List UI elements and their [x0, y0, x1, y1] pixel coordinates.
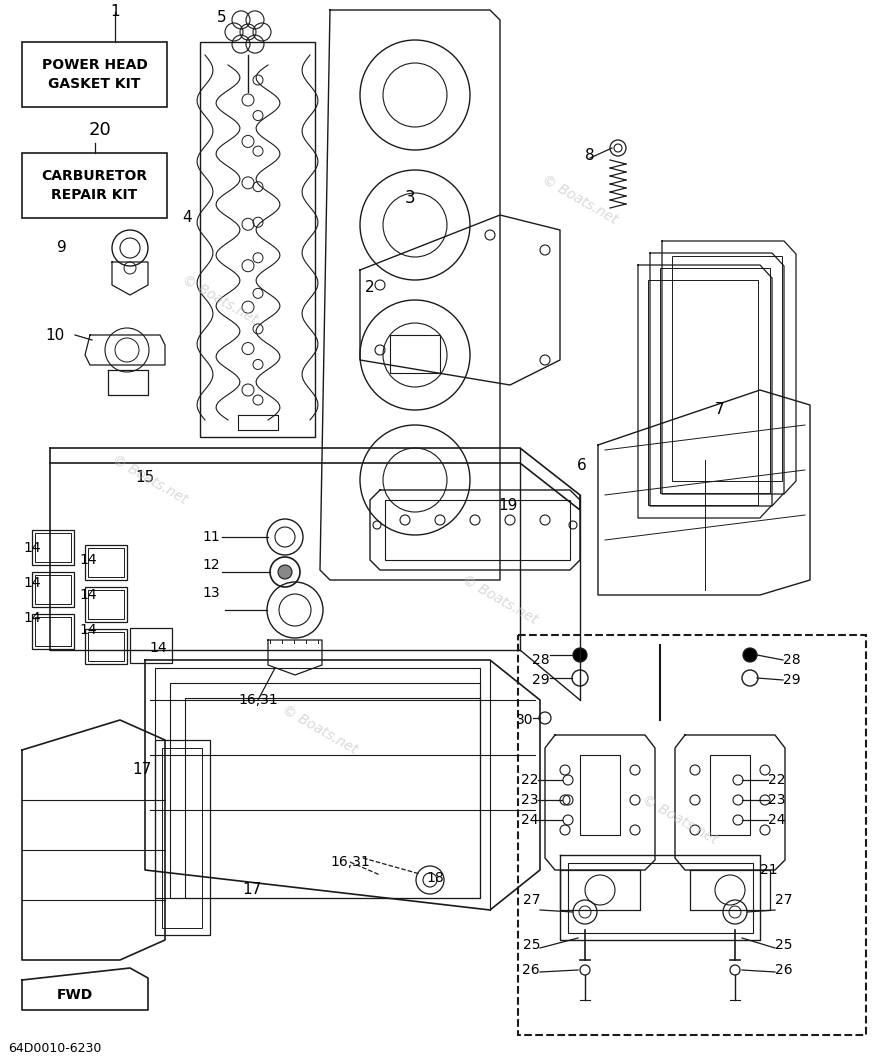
Text: 14: 14 — [79, 623, 97, 637]
Bar — [22, 153, 167, 218]
Bar — [390, 335, 440, 373]
Text: 22: 22 — [768, 773, 786, 787]
Text: 29: 29 — [533, 673, 550, 687]
Bar — [85, 629, 127, 664]
Text: 2: 2 — [365, 280, 375, 295]
Bar — [162, 748, 202, 928]
Text: 10: 10 — [45, 327, 65, 343]
Text: © Boats.net: © Boats.net — [540, 173, 620, 227]
Bar — [32, 614, 74, 649]
Text: 17: 17 — [133, 763, 152, 777]
Bar — [672, 256, 782, 481]
Text: 15: 15 — [135, 470, 155, 485]
Text: 20: 20 — [89, 121, 112, 139]
Text: © Boats.net: © Boats.net — [640, 792, 720, 847]
Text: 14: 14 — [149, 641, 167, 655]
Bar — [35, 617, 71, 646]
Bar — [88, 632, 124, 661]
Bar — [660, 268, 770, 493]
Text: 14: 14 — [24, 611, 41, 626]
Bar — [200, 42, 315, 436]
Text: 13: 13 — [203, 586, 220, 600]
Text: 12: 12 — [203, 558, 220, 572]
Text: 14: 14 — [24, 576, 41, 590]
Text: 17: 17 — [243, 883, 262, 897]
Text: 6: 6 — [577, 458, 587, 473]
Text: © Boats.net: © Boats.net — [110, 452, 190, 508]
Bar — [155, 668, 480, 898]
Bar — [710, 755, 750, 835]
Text: 22: 22 — [520, 773, 538, 787]
Bar — [35, 575, 71, 604]
Text: 25: 25 — [523, 938, 540, 952]
Text: 26: 26 — [522, 963, 540, 977]
Bar — [22, 42, 167, 107]
Text: 1: 1 — [110, 4, 120, 19]
Bar — [32, 530, 74, 565]
Text: CARBURETOR
REPAIR KIT: CARBURETOR REPAIR KIT — [41, 169, 148, 202]
Text: 9: 9 — [57, 240, 67, 256]
Bar — [130, 628, 172, 663]
Text: 21: 21 — [760, 863, 778, 877]
Text: 27: 27 — [775, 893, 793, 907]
Text: 3: 3 — [405, 189, 416, 207]
Text: 11: 11 — [203, 530, 220, 544]
Text: POWER HEAD
GASKET KIT: POWER HEAD GASKET KIT — [42, 57, 148, 91]
Text: 24: 24 — [768, 813, 786, 827]
Text: 14: 14 — [24, 541, 41, 555]
Text: 14: 14 — [79, 588, 97, 602]
Bar — [155, 740, 210, 935]
Circle shape — [278, 565, 292, 579]
Text: © Boats.net: © Boats.net — [180, 273, 260, 327]
Text: 28: 28 — [533, 653, 550, 667]
Text: 23: 23 — [520, 793, 538, 807]
Text: 28: 28 — [783, 653, 801, 667]
Bar — [170, 683, 480, 898]
Text: 7: 7 — [715, 402, 725, 417]
Text: 23: 23 — [768, 793, 786, 807]
Bar — [518, 635, 866, 1035]
Text: 30: 30 — [515, 713, 533, 727]
Text: 5: 5 — [217, 11, 227, 25]
Text: 26: 26 — [775, 963, 793, 977]
Text: 14: 14 — [79, 553, 97, 567]
Text: 27: 27 — [523, 893, 540, 907]
Bar — [88, 548, 124, 577]
Text: 29: 29 — [783, 673, 801, 687]
Bar — [648, 280, 758, 506]
Text: 8: 8 — [585, 148, 595, 162]
Text: 64D0010-6230: 64D0010-6230 — [8, 1042, 101, 1055]
Text: 16,31: 16,31 — [238, 693, 278, 707]
Bar — [385, 500, 570, 560]
Bar — [568, 863, 753, 933]
Text: 25: 25 — [775, 938, 793, 952]
Text: 24: 24 — [520, 813, 538, 827]
Circle shape — [573, 648, 587, 662]
Text: 18: 18 — [426, 871, 443, 885]
Text: 19: 19 — [498, 497, 518, 513]
Circle shape — [743, 648, 757, 662]
Bar — [88, 590, 124, 619]
Bar — [85, 587, 127, 622]
Text: FWD: FWD — [57, 988, 93, 1003]
Bar — [32, 572, 74, 607]
Bar — [185, 698, 480, 898]
Text: © Boats.net: © Boats.net — [460, 572, 540, 628]
Bar — [35, 533, 71, 562]
Bar — [580, 755, 620, 835]
Text: © Boats.net: © Boats.net — [280, 703, 361, 757]
Text: 16,31: 16,31 — [330, 855, 370, 869]
Text: 4: 4 — [182, 210, 192, 225]
Bar — [85, 545, 127, 580]
